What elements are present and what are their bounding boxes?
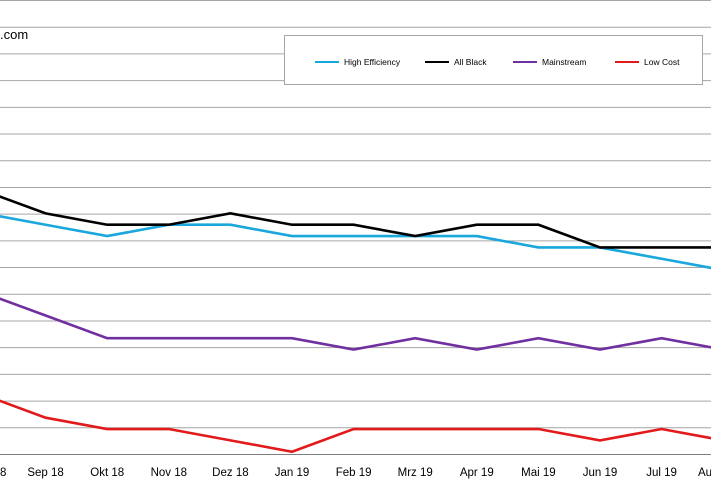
x-tick-label: Nov 18 (151, 467, 187, 479)
series-lines (0, 195, 711, 454)
x-tick-label: Dez 18 (212, 467, 248, 479)
legend-item-high-efficiency: High Efficiency (315, 55, 400, 69)
legend-swatch-all-black (425, 61, 449, 63)
x-tick-label: Jul 19 (646, 467, 677, 479)
legend-label-low-cost: Low Cost (644, 57, 680, 67)
watermark-text: .com (0, 27, 29, 42)
x-tick-label: Au (698, 467, 711, 479)
legend-label-high-efficiency: High Efficiency (344, 57, 401, 67)
legend-swatch-high-efficiency (315, 61, 339, 63)
x-tick-label: 8 (0, 467, 6, 479)
chart-legend: High Efficiency All Black Mainstream Low… (284, 35, 703, 85)
x-tick-label: Mrz 19 (398, 467, 433, 479)
x-tick-label: Sep 18 (27, 467, 63, 479)
legend-label-all-black: All Black (454, 57, 487, 67)
x-tick-label: Jan 19 (275, 467, 310, 479)
legend-label-mainstream: Mainstream (542, 57, 587, 67)
x-tick-label: Mai 19 (521, 467, 556, 479)
series-line-low-cost (0, 399, 711, 454)
legend-swatch-low-cost (615, 61, 639, 63)
x-tick-label: Okt 18 (90, 467, 124, 479)
x-tick-label: Apr 19 (460, 467, 494, 479)
legend-item-all-black: All Black (425, 55, 487, 69)
x-axis-tick-labels: 8 Sep 18 Okt 18 Nov 18 Dez 18 Jan 19 Feb 19 Mrz… (0, 467, 711, 479)
series-line-high-efficiency (0, 215, 711, 270)
legend-swatch-mainstream (513, 61, 537, 63)
legend-item-mainstream: Mainstream (513, 55, 586, 69)
legend-item-low-cost: Low Cost (615, 55, 679, 69)
x-tick-label: Jun 19 (583, 467, 618, 479)
series-line-all-black (0, 195, 711, 249)
x-tick-label: Feb 19 (336, 467, 372, 479)
